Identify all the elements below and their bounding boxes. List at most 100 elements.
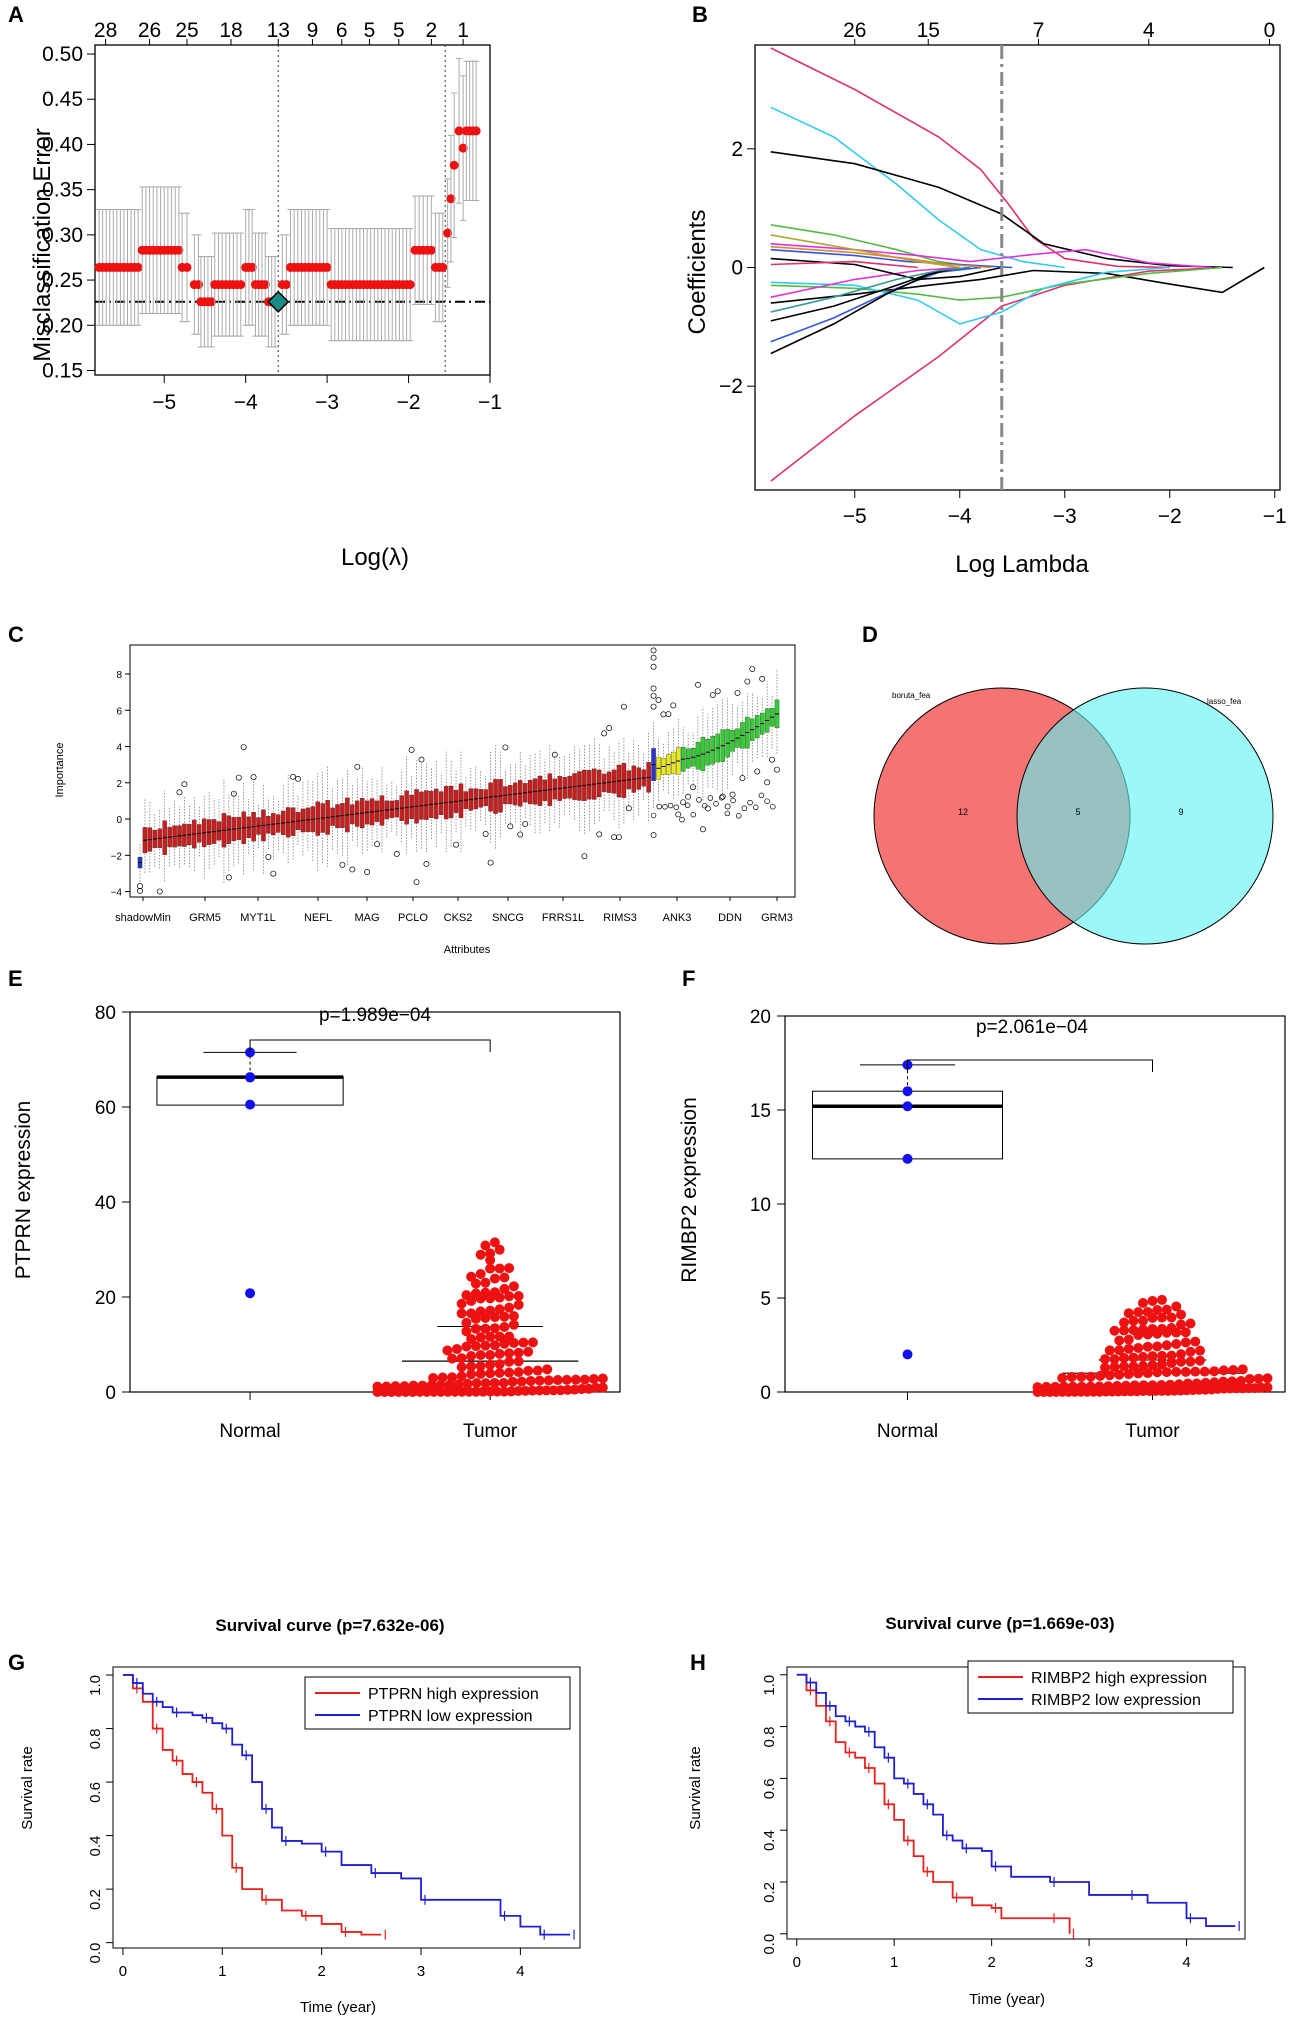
tumor-point	[475, 1350, 486, 1361]
tumor-point	[447, 1353, 458, 1364]
tumor-point	[513, 1356, 524, 1367]
tumor-point	[499, 1338, 510, 1349]
tumor-point	[504, 1302, 515, 1313]
tumor-point	[1166, 1312, 1177, 1323]
tumor-point	[1114, 1369, 1125, 1380]
tumor-point	[504, 1263, 515, 1274]
outlier	[707, 795, 714, 801]
outlier	[744, 678, 751, 685]
tumor-point	[499, 1322, 510, 1333]
tumor-point	[1171, 1338, 1182, 1349]
y-tick-label: 2	[116, 779, 122, 790]
tumor-point	[464, 1386, 475, 1397]
x-tick-label: PCLO	[398, 912, 428, 924]
error-point	[193, 280, 203, 290]
y-tick-label: 0.4	[87, 1836, 104, 1857]
tumor-point	[372, 1381, 383, 1392]
tumor-point	[513, 1367, 524, 1378]
outlier	[349, 866, 356, 873]
tumor-point	[1138, 1324, 1148, 1335]
top-count-label: 6	[336, 19, 348, 42]
error-point	[443, 228, 453, 238]
y-tick-label: 40	[95, 1193, 116, 1214]
outlier	[240, 744, 247, 751]
tumor-point	[1085, 1381, 1096, 1392]
tumor-point	[499, 1283, 510, 1294]
y-tick-label: 60	[95, 1098, 116, 1119]
x-tick-label: −4	[234, 391, 258, 414]
normal-point	[902, 1153, 913, 1164]
tumor-point	[1109, 1354, 1120, 1365]
tumor-point	[489, 1273, 500, 1284]
y-tick-label: 20	[750, 1007, 771, 1028]
tumor-point	[1104, 1370, 1115, 1381]
tumor-point	[1182, 1378, 1193, 1389]
y-tick-label: 0.0	[87, 1943, 104, 1964]
panel-b-chart: −5 −4 −3 −2 −1 −2 0 2 26 15 7 4 0	[719, 19, 1287, 528]
tumor-point	[462, 1378, 473, 1389]
coef-path-cyan	[770, 106, 1065, 269]
tumor-point	[1147, 1360, 1158, 1371]
tumor-point	[1176, 1356, 1186, 1367]
tumor-point	[1114, 1345, 1125, 1356]
tumor-point	[1166, 1323, 1177, 1334]
outlier	[487, 859, 494, 866]
error-point	[236, 280, 246, 290]
outlier	[393, 850, 400, 857]
outlier	[770, 803, 776, 810]
y-tick-label: 0.4	[761, 1830, 778, 1851]
panel-b-xlabel: Log Lambda	[955, 551, 1089, 578]
x-tick-label: MYT1L	[240, 912, 275, 924]
y-tick-label: 80	[95, 1003, 116, 1024]
panel-h-chart: 0 1 2 3 4 0.0 0.2 0.4 0.6 0.8 1.0 RIMBP2 high expre…	[761, 1660, 1246, 1971]
x-tick-label: DDN	[718, 912, 742, 924]
tumor-point	[499, 1311, 510, 1322]
panel-b-ylabel: Coefficients	[684, 210, 711, 335]
group-label: Tumor	[463, 1421, 518, 1442]
tumor-point	[475, 1268, 486, 1279]
y-tick-label: 0	[116, 815, 122, 826]
tumor-point	[480, 1277, 491, 1288]
tumor-point	[494, 1263, 505, 1274]
coef-path-teal	[770, 266, 971, 313]
tumor-point	[1076, 1381, 1087, 1392]
panel-a-xlabel: Log(λ)	[341, 544, 409, 571]
tumor-point	[1104, 1345, 1115, 1356]
outlier	[667, 802, 674, 809]
panel-a-chart: −5 −4 −3 −2 −1 0.15 0.20 0.25 0.30 0.35 0.40 0.45 0.…	[42, 19, 502, 414]
tumor-point	[1166, 1358, 1177, 1369]
tumor-point	[480, 1287, 491, 1298]
tumor-point	[456, 1371, 467, 1382]
panel-h-ylabel: Survival rate	[687, 1746, 704, 1829]
tumor-point	[466, 1271, 477, 1282]
outlier	[685, 793, 692, 800]
tumor-point	[1166, 1350, 1177, 1361]
tumor-point	[527, 1385, 538, 1396]
tumor-point	[1109, 1361, 1120, 1372]
tumor-point	[1200, 1377, 1211, 1388]
tumor-point	[532, 1365, 543, 1376]
tumor-point	[504, 1348, 515, 1359]
tumor-point	[1227, 1376, 1238, 1387]
tumor-point	[1209, 1377, 1220, 1388]
outlier	[655, 697, 662, 704]
error-point	[438, 262, 448, 272]
tumor-point	[1244, 1373, 1255, 1384]
tumor-point	[485, 1305, 496, 1316]
outlier	[734, 689, 741, 696]
tumor-point	[485, 1248, 496, 1259]
tumor-point	[1123, 1343, 1134, 1354]
tumor-point	[471, 1378, 482, 1389]
tumor-point	[1138, 1360, 1148, 1371]
tumor-point	[562, 1384, 573, 1395]
x-tick-label: 1	[218, 1963, 226, 1980]
top-count-label: 9	[307, 19, 319, 42]
error-point	[260, 280, 270, 290]
tumor-point	[1174, 1379, 1185, 1390]
tumor-point	[1128, 1361, 1139, 1372]
panel-c-chart: −4 −2 0 2 4 6 8 shadowMin GRM5 MYT1L NEFL MAG PCLO CK…	[111, 644, 796, 924]
tumor-point	[466, 1369, 477, 1380]
y-tick-label: 0.45	[42, 88, 83, 111]
tumor-point	[1152, 1341, 1163, 1352]
top-count-label: 1	[457, 19, 469, 42]
